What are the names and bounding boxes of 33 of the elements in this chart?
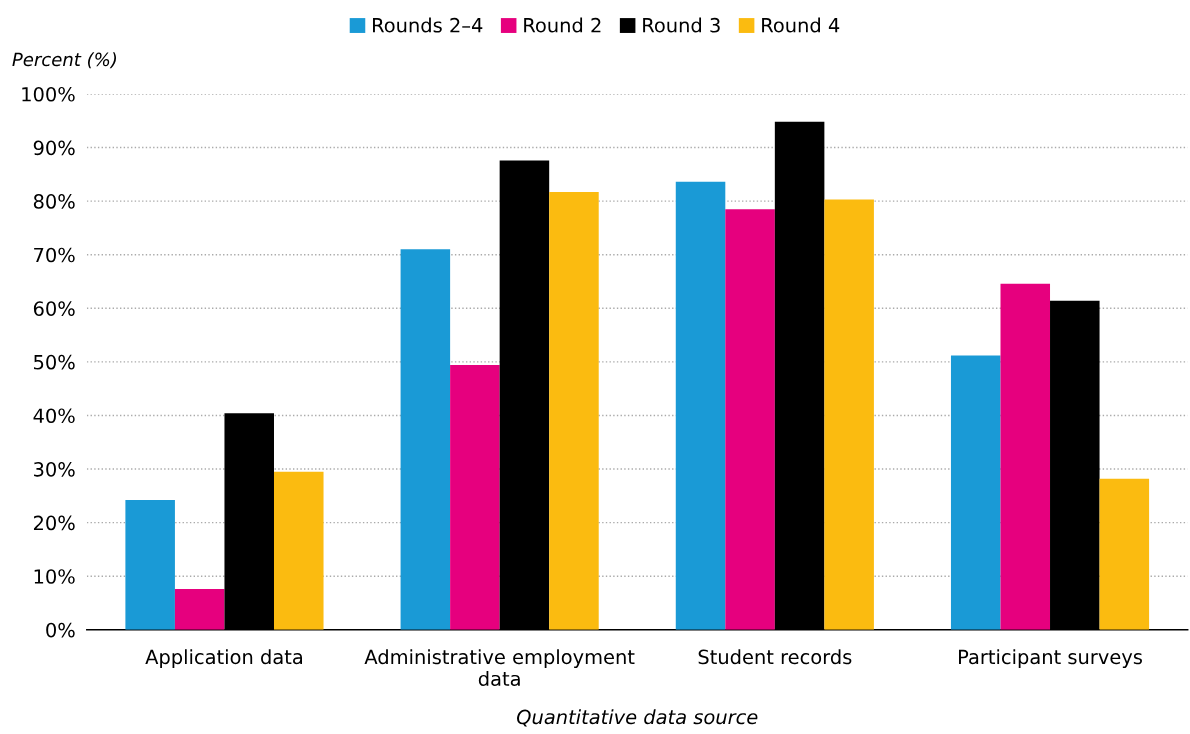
legend-label: Round 2 [524,17,601,33]
x-tick-label: Administrative employment data [364,649,635,687]
y-tick-label: 30% [34,461,75,477]
y-tick-label: 60% [33,301,75,316]
y-tick-label: 20% [33,515,75,531]
y-tick-label: 40% [33,408,75,424]
y-axis-title: Percent (%) [12,52,117,69]
bar [450,365,500,630]
x-axis-title: Quantitative data source [517,709,758,727]
bar [1099,478,1150,630]
y-tick-label: 50% [34,354,75,370]
bar [174,589,225,630]
bar [725,209,775,630]
y-tick-label: 90% [33,140,75,156]
bar [400,249,451,630]
y-tick-label: 100% [22,86,75,102]
legend-label: Round 3 [643,17,720,33]
y-tick-label: 10% [34,569,75,584]
bar [549,192,599,630]
y-tick-label: 80% [33,194,75,209]
bar [1000,283,1051,630]
bar [274,471,324,630]
legend-label: Round 4 [762,17,840,33]
legend-label: Rounds 2–4 [373,17,483,33]
bar [125,500,175,630]
bar [824,199,874,630]
bar [675,181,726,630]
x-tick-label: Student records [698,649,852,665]
x-tick-label: Participant surveys [959,649,1142,669]
bar [950,355,1001,630]
y-tick-label: 0% [46,622,75,638]
y-tick-label: 70% [34,247,75,263]
x-tick-label: Application data [145,649,303,669]
